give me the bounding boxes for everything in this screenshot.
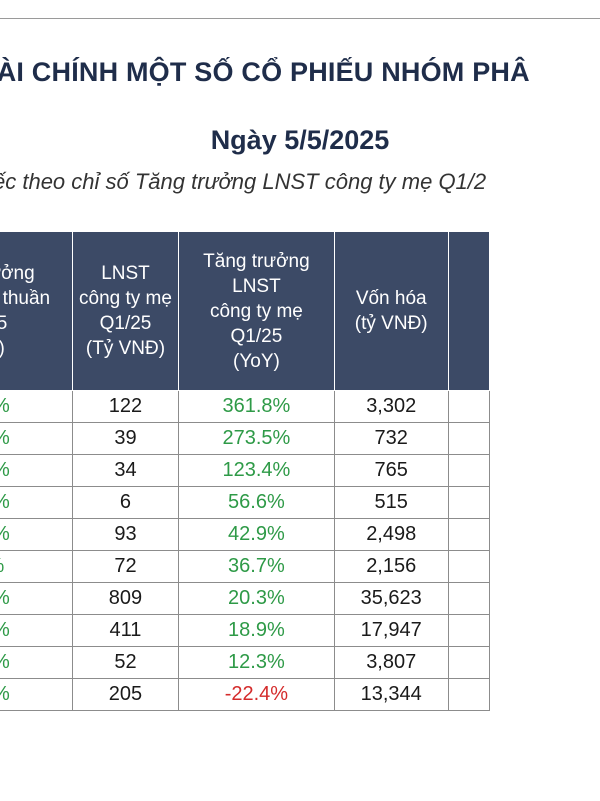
extra-cell (447, 582, 491, 615)
profit-growth-cell: 20.3% (178, 582, 335, 615)
revenue-growth-cell: 17.8% (0, 582, 73, 615)
market-cap-cell: 3,807 (333, 646, 449, 679)
revenue-growth-cell: 37.4% (0, 646, 73, 679)
market-cap-cell: 13,344 (333, 678, 449, 711)
header-extra (447, 231, 491, 391)
header-profit: LNST công ty mẹ Q1/25 (Tỷ VNĐ) (71, 231, 180, 391)
market-cap-cell: 515 (333, 486, 449, 519)
profit-cell: 6 (71, 486, 180, 519)
extra-cell (447, 454, 491, 487)
profit-growth-cell: 12.3% (178, 646, 335, 679)
header-revenue-growth: Tăng trưởng doanh thu thuần Q1/25 (YoY) (0, 231, 73, 391)
profit-cell: 52 (71, 646, 180, 679)
profit-growth-cell: 273.5% (178, 422, 335, 455)
financial-table: Tăng trưởng doanh thu thuần Q1/25 (YoY) … (0, 231, 491, 711)
revenue-growth-cell: 24.2% (0, 614, 73, 647)
profit-growth-cell: 42.9% (178, 518, 335, 551)
market-cap-cell: 732 (333, 422, 449, 455)
profit-cell: 93 (71, 518, 180, 551)
market-cap-cell: 35,623 (333, 582, 449, 615)
profit-growth-cell: 56.6% (178, 486, 335, 519)
table-header-row: Tăng trưởng doanh thu thuần Q1/25 (YoY) … (0, 231, 491, 391)
revenue-growth-cell: 48.7% (0, 390, 73, 423)
profit-cell: 411 (71, 614, 180, 647)
extra-cell (447, 486, 491, 519)
extra-cell (447, 646, 491, 679)
profit-growth-cell: -22.4% (178, 678, 335, 711)
profit-cell: 34 (71, 454, 180, 487)
profit-growth-cell: 361.8% (178, 390, 335, 423)
market-cap-cell: 2,498 (333, 518, 449, 551)
revenue-growth-cell: 41.5% (0, 454, 73, 487)
profit-cell: 809 (71, 582, 180, 615)
extra-cell (447, 518, 491, 551)
market-cap-cell: 17,947 (333, 614, 449, 647)
profit-growth-cell: 18.9% (178, 614, 335, 647)
profit-growth-cell: 36.7% (178, 550, 335, 583)
extra-cell (447, 614, 491, 647)
market-cap-cell: 2,156 (333, 550, 449, 583)
profit-cell: 72 (71, 550, 180, 583)
report-title: TÀI CHÍNH MỘT SỐ CỔ PHIẾU NHÓM PHÂ (0, 57, 530, 87)
profit-cell: 122 (71, 390, 180, 423)
header-market-cap: Vốn hóa (tỷ VNĐ) (333, 231, 449, 391)
extra-cell (447, 678, 491, 711)
report-frame: TÀI CHÍNH MỘT SỐ CỔ PHIẾU NHÓM PHÂ Ngày … (0, 18, 600, 801)
revenue-growth-cell: 9.8% (0, 550, 73, 583)
extra-cell (447, 390, 491, 423)
table-row: 41.6%656.6%515 (0, 486, 491, 519)
revenue-growth-cell: 41.6% (0, 486, 73, 519)
revenue-growth-cell: 61.8% (0, 422, 73, 455)
extra-cell (447, 422, 491, 455)
revenue-growth-cell: 24.6% (0, 678, 73, 711)
extra-cell (447, 550, 491, 583)
market-cap-cell: 765 (333, 454, 449, 487)
profit-cell: 205 (71, 678, 180, 711)
report-subtitle: ếc theo chỉ số Tăng trưởng LNST công ty … (0, 169, 487, 194)
profit-cell: 39 (71, 422, 180, 455)
revenue-growth-cell: 31.6% (0, 518, 73, 551)
header-profit-growth: Tăng trưởng LNST công ty mẹ Q1/25 (YoY) (178, 231, 335, 391)
table-row: 24.6%205-22.4%13,344 (0, 678, 491, 711)
report-date: Ngày 5/5/2025 (210, 125, 390, 155)
profit-growth-cell: 123.4% (178, 454, 335, 487)
market-cap-cell: 3,302 (333, 390, 449, 423)
